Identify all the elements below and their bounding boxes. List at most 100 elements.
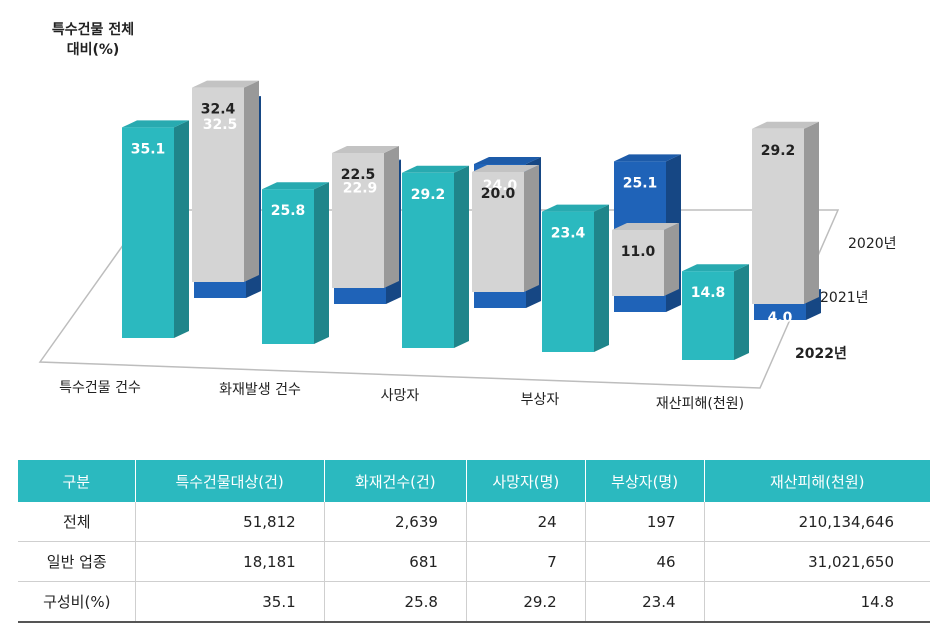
bar-front — [752, 128, 804, 304]
bar-front — [402, 172, 454, 348]
table-cell: 18,181 — [135, 541, 325, 582]
table-cell: 7 — [466, 541, 586, 582]
data-label: 14.8 — [691, 285, 726, 301]
bar-side — [454, 165, 469, 348]
table-cell: 35.1 — [135, 581, 325, 623]
table-header-cell: 부상자(명) — [585, 460, 705, 502]
data-label: 25.1 — [623, 175, 658, 191]
table-header-row: 구분 특수건물대상(건) 화재건수(건) 사망자(명) 부상자(명) 재산피해(천원) — [18, 460, 930, 502]
bar-top — [542, 204, 609, 212]
bar-side — [804, 121, 819, 304]
bar-1-0 — [192, 80, 259, 282]
data-label: 22.9 — [343, 181, 378, 197]
bar-top — [752, 121, 819, 129]
category-label: 사망자 — [381, 388, 420, 404]
bar-top — [472, 165, 539, 172]
category-label: 부상자 — [521, 392, 560, 408]
bar-front — [192, 87, 244, 282]
bar-front — [122, 127, 174, 339]
table-cell: 14.8 — [704, 581, 930, 623]
table-row-header: 전체 — [18, 502, 136, 542]
table-cell: 46 — [585, 541, 705, 582]
bar-chart-3d: 32.5 22.9 24.0 25.1 4.0 32.4 22.5 20.0 11.0 29.2 3… — [38, 80, 897, 412]
chart-labels: 32.5 22.9 24.0 25.1 4.0 32.4 22.5 20.0 11.0 29.2 3… — [59, 102, 896, 412]
bar-side — [384, 146, 399, 288]
data-label: 29.2 — [411, 187, 446, 203]
table-cell: 24 — [466, 502, 586, 542]
data-label: 32.4 — [201, 102, 236, 118]
table-cell: 29.2 — [466, 581, 586, 623]
table-row: 구성비(%) 35.1 25.8 29.2 23.4 14.8 — [18, 581, 930, 623]
category-label: 화재발생 건수 — [219, 382, 301, 398]
bar-2-3 — [542, 204, 609, 352]
bar-front — [262, 189, 314, 344]
bar-top — [474, 157, 541, 164]
bar-1-1 — [332, 146, 399, 288]
data-label: 11.0 — [621, 244, 656, 260]
data-label: 24.0 — [483, 178, 518, 194]
bar-side — [664, 223, 679, 296]
bar-2-2 — [402, 165, 469, 348]
bar-side — [524, 165, 539, 292]
y-axis-label-line-2: 대비(%) — [66, 42, 120, 58]
bar-side — [594, 204, 609, 352]
data-label: 23.4 — [551, 226, 586, 242]
bar-side — [174, 120, 189, 339]
table-row-header: 구성비(%) — [18, 581, 136, 623]
bar-side — [244, 80, 259, 282]
bar-top — [192, 80, 259, 88]
table-row-header: 일반 업종 — [18, 541, 136, 582]
table-header-cell: 사망자(명) — [466, 460, 586, 502]
table-cell: 197 — [585, 502, 705, 542]
bar-top — [402, 165, 469, 173]
data-label: 25.8 — [271, 203, 306, 219]
bar-side — [314, 182, 329, 344]
bar-front — [332, 153, 384, 288]
legend-entry: 2022년 — [795, 346, 847, 362]
bar-top — [612, 223, 679, 230]
table-header-cell: 화재건수(건) — [324, 460, 467, 502]
bar-1-4 — [752, 121, 819, 304]
table-cell: 210,134,646 — [704, 502, 930, 542]
table-header-cell: 구분 — [18, 460, 136, 502]
table-row: 일반 업종 18,181 681 7 46 31,021,650 — [18, 541, 930, 582]
chart-bars — [122, 80, 821, 360]
legend-entry: 2021년 — [820, 290, 869, 306]
table-cell: 2,639 — [324, 502, 467, 542]
bar-2-4 — [682, 264, 749, 360]
table-row: 전체 51,812 2,639 24 197 210,134,646 — [18, 502, 930, 542]
category-label: 재산피해(천원) — [656, 396, 744, 412]
table-header-cell: 재산피해(천원) — [704, 460, 930, 502]
data-label: 35.1 — [131, 141, 166, 157]
table-cell: 23.4 — [585, 581, 705, 623]
data-label: 22.5 — [341, 167, 376, 183]
data-label: 32.5 — [203, 117, 238, 133]
summary-table: 구분 특수건물대상(건) 화재건수(건) 사망자(명) 부상자(명) 재산피해(천원) 전… — [18, 460, 930, 623]
legend-entry: 2020년 — [848, 236, 897, 252]
table-cell: 25.8 — [324, 581, 467, 623]
y-axis-label-line-1: 특수건물 전체 — [51, 22, 135, 38]
bar-top — [262, 182, 329, 190]
table-cell: 681 — [324, 541, 467, 582]
bar-top — [614, 154, 681, 162]
bar-top — [332, 146, 399, 153]
table-cell: 31,021,650 — [704, 541, 930, 582]
category-label: 특수건물 건수 — [59, 380, 141, 396]
bar-2-0 — [122, 120, 189, 339]
data-label: 20.0 — [481, 186, 516, 202]
bar-2-1 — [262, 182, 329, 344]
table-cell: 51,812 — [135, 502, 325, 542]
bar-1-3 — [612, 223, 679, 296]
bar-front — [612, 230, 664, 296]
bar-top — [122, 120, 189, 128]
y-axis-label: 특수건물 전체 대비(%) — [38, 20, 148, 60]
data-label: 29.2 — [761, 143, 796, 159]
bar-front — [542, 211, 594, 352]
table-header-cell: 특수건물대상(건) — [135, 460, 325, 502]
bar-top — [682, 264, 749, 272]
data-label: 4.0 — [768, 310, 793, 326]
bar-1-2 — [472, 165, 539, 292]
bar-front — [472, 172, 524, 292]
bar-front — [682, 271, 734, 360]
bar-side — [734, 264, 749, 360]
